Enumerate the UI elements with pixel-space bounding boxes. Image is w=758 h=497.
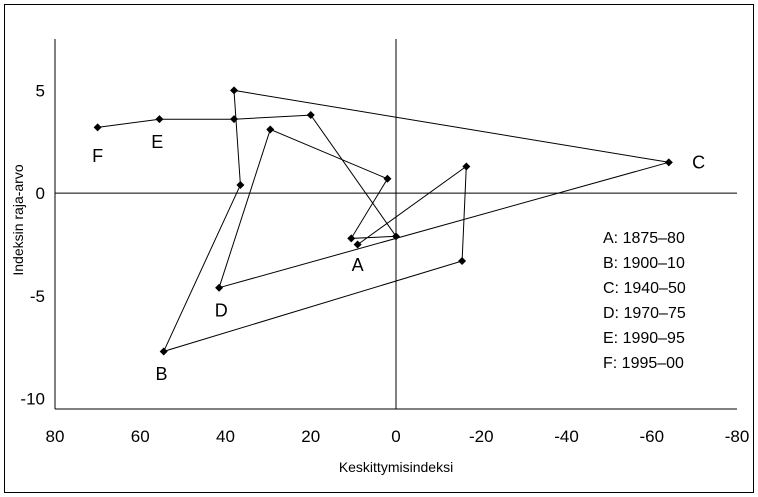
legend-entry: C: 1940–50 — [603, 280, 686, 297]
legend-entry: F: 1995–00 — [603, 355, 684, 372]
data-point-6 — [383, 174, 392, 183]
y-tick-label: -10 — [20, 390, 45, 409]
legend-entry: A: 1875–80 — [603, 230, 685, 247]
data-point-2 — [230, 115, 239, 124]
point-label-d: D — [215, 300, 228, 320]
point-label-a: A — [352, 255, 364, 275]
point-label-c: C — [692, 152, 705, 172]
data-point-1 — [155, 115, 164, 124]
data-point-4 — [392, 232, 400, 241]
data-point-9 — [664, 158, 673, 167]
legend-entry: E: 1990–95 — [603, 330, 685, 347]
x-tick-label: -80 — [725, 427, 750, 446]
data-point-5 — [347, 234, 356, 243]
data-point-3 — [306, 111, 315, 120]
data-point-12 — [159, 347, 168, 356]
data-point-0 — [93, 123, 102, 132]
legend-entry: B: 1900–10 — [603, 255, 685, 272]
x-tick-label: 60 — [131, 427, 150, 446]
x-tick-label: -40 — [554, 427, 579, 446]
point-label-e: E — [151, 132, 163, 152]
x-tick-label: 0 — [391, 427, 400, 446]
x-axis-title: Keskittymisindeksi — [339, 459, 453, 475]
data-point-14 — [462, 162, 471, 171]
x-tick-label: 40 — [216, 427, 235, 446]
x-tick-label: 80 — [46, 427, 65, 446]
data-point-7 — [266, 125, 275, 134]
x-tick-label: 20 — [301, 427, 320, 446]
data-point-13 — [458, 257, 467, 265]
point-label-b: B — [156, 364, 168, 384]
legend-entry: D: 1970–75 — [603, 305, 686, 322]
x-tick-label: -60 — [639, 427, 664, 446]
y-tick-label: 0 — [36, 184, 45, 203]
data-point-11 — [236, 180, 245, 189]
y-tick-label: 5 — [36, 81, 45, 100]
y-tick-label: -5 — [30, 287, 45, 306]
data-point-8 — [215, 283, 224, 292]
y-axis-title: Indeksin raja-arvo — [10, 164, 26, 275]
data-point-15 — [353, 240, 362, 249]
data-point-10 — [230, 86, 239, 95]
chart-frame: 80 60 40 20 0 -20 -40 -60 -80 5 0 -5 -10 Keskittymisi… — [4, 4, 754, 493]
series-line — [97, 89, 669, 353]
scatter-chart: 80 60 40 20 0 -20 -40 -60 -80 5 0 -5 -10 Keskittymisi… — [10, 39, 750, 475]
point-label-f: F — [92, 146, 103, 166]
x-tick-label: -20 — [469, 427, 494, 446]
